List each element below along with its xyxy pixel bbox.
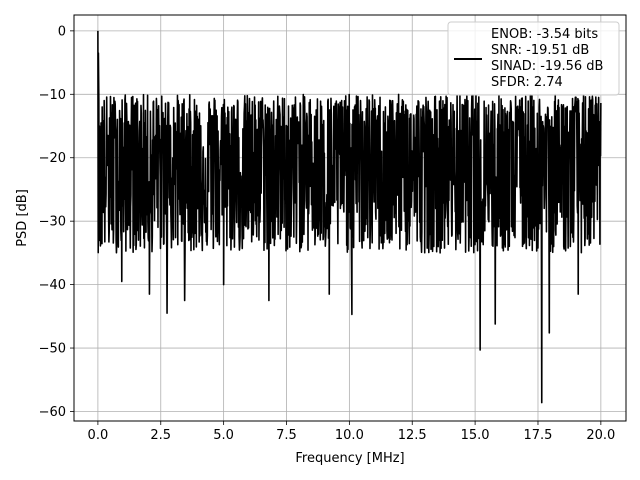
legend-entry-snr: SNR: -19.51 dB [491,43,589,58]
y-axis-ticks: 0 −10 −20 −30 −40 −50 −60 [39,24,74,420]
x-tick-label: 17.5 [524,428,553,443]
legend-entry-sinad: SINAD: -19.56 dB [491,59,603,74]
y-tick-label: −50 [39,342,66,357]
x-tick-label: 5.0 [213,428,234,443]
psd-series-line [97,30,602,404]
legend-entry-sfdr: SFDR: 2.74 [491,75,563,90]
x-tick-label: 0.0 [88,428,109,443]
y-tick-label: −10 [39,88,66,103]
y-tick-label: −40 [39,278,66,293]
psd-trace [97,30,602,404]
x-tick-label: 7.5 [276,428,297,443]
legend: ENOB: -3.54 bits SNR: -19.51 dB SINAD: -… [447,21,620,96]
x-tick-label: 2.5 [150,428,171,443]
y-tick-label: −30 [39,215,66,230]
y-tick-label: 0 [58,24,66,39]
legend-entry-enob: ENOB: -3.54 bits [491,27,598,42]
y-tick-label: −60 [39,405,66,420]
x-tick-label: 15.0 [461,428,490,443]
legend-box [447,21,620,96]
plot-frame [73,14,627,422]
y-tick-label: −20 [39,151,66,166]
x-tick-label: 20.0 [586,428,615,443]
x-axis-ticks: 0.0 2.5 5.0 7.5 10.0 12.5 15.0 17.5 20.0 [88,421,615,443]
x-axis-label: Frequency [MHz] [295,451,404,466]
x-tick-label: 12.5 [398,428,427,443]
x-tick-label: 10.0 [335,428,364,443]
y-axis-label: PSD [dB] [15,189,30,247]
